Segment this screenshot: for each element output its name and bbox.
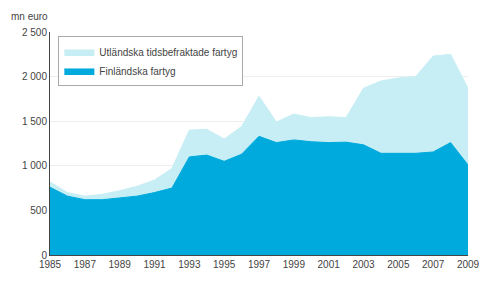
svg-text:1 500: 1 500 [22, 116, 47, 127]
svg-text:2001: 2001 [318, 259, 341, 270]
svg-text:2007: 2007 [422, 259, 445, 270]
svg-text:2005: 2005 [387, 259, 410, 270]
svg-text:1997: 1997 [248, 259, 271, 270]
svg-text:2 000: 2 000 [22, 71, 47, 82]
svg-text:1989: 1989 [109, 259, 132, 270]
svg-text:1993: 1993 [178, 259, 201, 270]
svg-text:1985: 1985 [39, 259, 62, 270]
svg-text:2009: 2009 [457, 259, 480, 270]
svg-text:Utländska tidsbefraktade farty: Utländska tidsbefraktade fartyg [99, 47, 237, 58]
svg-text:1987: 1987 [74, 259, 97, 270]
svg-text:500: 500 [30, 205, 47, 216]
svg-text:mn euro: mn euro [11, 11, 48, 22]
svg-text:Finländska fartyg: Finländska fartyg [99, 66, 175, 77]
svg-text:1999: 1999 [283, 259, 306, 270]
svg-text:1995: 1995 [213, 259, 236, 270]
svg-text:2003: 2003 [352, 259, 375, 270]
svg-text:2 500: 2 500 [22, 27, 47, 38]
svg-text:1991: 1991 [143, 259, 166, 270]
svg-text:1 000: 1 000 [22, 160, 47, 171]
svg-text:0: 0 [41, 250, 47, 261]
